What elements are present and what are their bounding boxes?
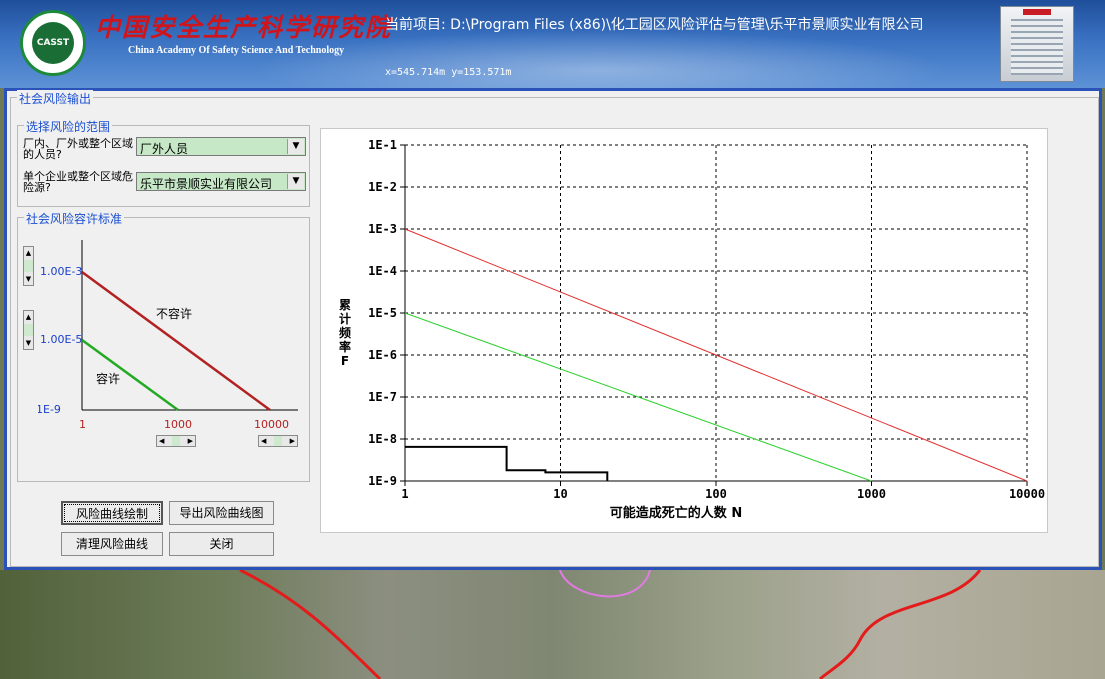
current-project-label: 当前项目: D:\Program Files (x86)\化工园区风险评估与管理… bbox=[385, 17, 924, 33]
x-tick-label: 10000 bbox=[1009, 487, 1045, 501]
spinner-thumb[interactable] bbox=[24, 260, 33, 272]
x-axis-label: 可能造成死亡的人数 N bbox=[610, 505, 742, 521]
tolerance-standard-title: 社会风险容许标准 bbox=[24, 210, 125, 227]
social-risk-group: 社会风险输出 bbox=[10, 90, 1099, 567]
x-tick-label: 1 bbox=[401, 487, 408, 501]
intolerable-line bbox=[81, 270, 271, 412]
building-windows bbox=[1011, 19, 1063, 75]
social-risk-output-window: 社会风险输出 选择风险的范围 厂内、厂外或整个区域的人员? 厂外人员 ▼ 单个企… bbox=[4, 88, 1102, 570]
source-label: 单个企业或整个区域危险源? bbox=[23, 170, 133, 194]
arrow-up-icon[interactable]: ▲ bbox=[25, 313, 32, 321]
arrow-left-icon[interactable]: ◀ bbox=[261, 437, 267, 445]
arrow-right-icon[interactable]: ▶ bbox=[187, 437, 193, 445]
map-overlay bbox=[239, 570, 982, 679]
y-tick-label: 1E-7 bbox=[368, 390, 397, 404]
population-value: 厂外人员 bbox=[140, 142, 189, 156]
org-name-cn: 中国安全生产科学研究院 bbox=[95, 13, 393, 42]
casst-logo: CASST bbox=[20, 10, 86, 76]
clear-risk-curve-button[interactable]: 清理风险曲线 bbox=[61, 532, 163, 556]
banner-decoration bbox=[250, 30, 950, 88]
series-line-0 bbox=[404, 228, 1028, 482]
building-image bbox=[1000, 6, 1074, 82]
risk-scope-title: 选择风险的范围 bbox=[24, 118, 113, 135]
cursor-coordinates: x=545.714m y=153.571m bbox=[385, 67, 512, 78]
y-axis-label: 累计频率 F bbox=[339, 298, 351, 368]
zone-contour-line bbox=[559, 570, 651, 598]
dialog-title: 社会风险输出 bbox=[17, 90, 94, 107]
y-tick-label: 1E-6 bbox=[368, 348, 397, 362]
fn-curve-chart: 1E-1 1E-2 1E-3 1E-4 1E-5 1E-6 1E-7 1E-8 1E-9 1 10 1… bbox=[320, 128, 1048, 533]
chevron-down-icon[interactable]: ▼ bbox=[287, 174, 304, 189]
arrow-down-icon[interactable]: ▼ bbox=[25, 339, 32, 347]
source-select[interactable]: 乐平市景顺实业有限公司 ▼ bbox=[136, 172, 306, 191]
tolerable-x-end-label: 1000 bbox=[164, 418, 192, 431]
arrow-right-icon[interactable]: ▶ bbox=[289, 437, 295, 445]
logo-text: CASST bbox=[32, 22, 74, 64]
population-select[interactable]: 厂外人员 ▼ bbox=[136, 137, 306, 156]
risk-scope-group: 选择风险的范围 厂内、厂外或整个区域的人员? 厂外人员 ▼ 单个企业或整个区域危… bbox=[17, 118, 310, 207]
x-tick-label: 1000 bbox=[857, 487, 886, 501]
spinner-thumb[interactable] bbox=[24, 324, 33, 336]
y-tick-label: 1E-8 bbox=[368, 432, 397, 446]
intolerable-label: 不容许 bbox=[156, 306, 192, 321]
y-tick-label: 1E-1 bbox=[368, 138, 397, 152]
population-label: 厂内、厂外或整个区域的人员? bbox=[23, 137, 133, 161]
tolerable-end-scrollbar[interactable]: ◀ ▶ bbox=[156, 435, 196, 447]
x-tick-label: 100 bbox=[705, 487, 727, 501]
building-sign bbox=[1023, 9, 1051, 15]
chevron-down-icon[interactable]: ▼ bbox=[287, 139, 304, 154]
header-banner: CASST 中国安全生产科学研究院 China Academy Of Safet… bbox=[0, 0, 1105, 88]
series-line-1 bbox=[404, 312, 872, 482]
lower-limit-spinner[interactable]: ▲ ▼ bbox=[23, 310, 34, 350]
export-risk-curve-button[interactable]: 导出风险曲线图 bbox=[169, 501, 274, 525]
close-button[interactable]: 关闭 bbox=[169, 532, 274, 556]
tolerable-line bbox=[81, 338, 179, 412]
arrow-down-icon[interactable]: ▼ bbox=[25, 275, 32, 283]
y-tick-label: 1E-9 bbox=[368, 474, 397, 488]
y-tick-label: 1E-3 bbox=[368, 222, 397, 236]
tolerable-label: 容许 bbox=[96, 371, 120, 386]
intolerable-x-end-label: 10000 bbox=[254, 418, 289, 431]
y-tick-label: 1E-4 bbox=[368, 264, 397, 278]
intolerable-end-scrollbar[interactable]: ◀ ▶ bbox=[258, 435, 298, 447]
y-min-label: 1E-9 bbox=[38, 403, 61, 416]
aerial-map[interactable] bbox=[0, 570, 1105, 679]
risk-contour-line bbox=[818, 570, 982, 679]
x-tick-label: 10 bbox=[553, 487, 567, 501]
tolerance-diagram: 1.00E-3 1.00E-5 1E-9 不容许 容许 1 1000 10000 bbox=[38, 240, 298, 431]
draw-risk-curve-button[interactable]: 风险曲线绘制 bbox=[61, 501, 163, 525]
series-line-2 bbox=[405, 445, 609, 481]
org-name-en: China Academy Of Safety Science And Tech… bbox=[128, 45, 345, 56]
risk-contour-line bbox=[239, 570, 382, 679]
arrow-up-icon[interactable]: ▲ bbox=[25, 249, 32, 257]
tolerance-standard-group: 社会风险容许标准 ▲ ▼ ▲ ▼ 1.00E-3 1.00E-5 1E-9 不容… bbox=[17, 210, 310, 482]
lower-limit-value: 1.00E-5 bbox=[40, 333, 82, 346]
y-tick-label: 1E-5 bbox=[368, 306, 397, 320]
upper-limit-spinner[interactable]: ▲ ▼ bbox=[23, 246, 34, 286]
scrollbar-thumb[interactable] bbox=[172, 436, 180, 446]
upper-limit-value: 1.00E-3 bbox=[40, 265, 82, 278]
y-tick-label: 1E-2 bbox=[368, 180, 397, 194]
source-value: 乐平市景顺实业有限公司 bbox=[140, 177, 273, 191]
x-start-label: 1 bbox=[79, 418, 86, 431]
scrollbar-thumb[interactable] bbox=[274, 436, 282, 446]
arrow-left-icon[interactable]: ◀ bbox=[159, 437, 165, 445]
fn-curve-svg: 1E-1 1E-2 1E-3 1E-4 1E-5 1E-6 1E-7 1E-8 1E-9 1 10 1… bbox=[339, 138, 1045, 521]
